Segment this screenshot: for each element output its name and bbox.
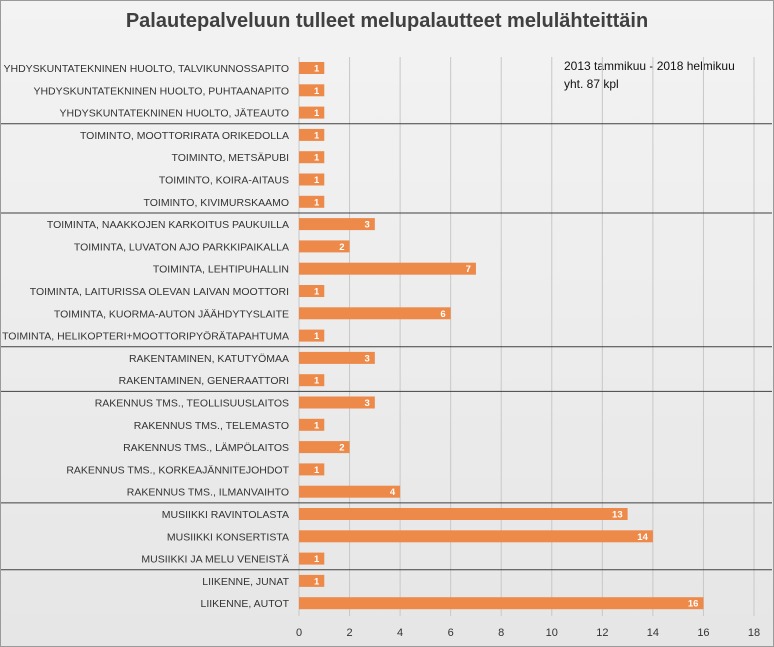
x-tick-label: 4 <box>397 627 403 639</box>
value-label: 1 <box>314 64 320 75</box>
category-label: RAKENTAMINEN, GENERAATTORI <box>119 375 289 387</box>
bar <box>299 218 375 231</box>
bar <box>299 552 325 565</box>
value-label: 1 <box>314 130 320 141</box>
bar <box>299 441 350 454</box>
category-label: TOIMINTA, LEHTIPUHALLIN <box>153 264 289 276</box>
category-label: RAKENNUS TMS., ILMANVAIHTO <box>127 487 289 499</box>
category-label: YHDYSKUNTATEKNINEN HUOLTO, TALVIKUNNOSSA… <box>4 63 290 75</box>
bar <box>299 84 325 97</box>
value-label: 16 <box>688 599 699 610</box>
value-label: 1 <box>314 376 320 387</box>
bar <box>299 329 325 342</box>
x-tick-label: 2 <box>346 627 352 639</box>
value-label: 7 <box>466 264 471 275</box>
chart-title: Palautepalveluun tulleet melupalautteet … <box>125 10 649 32</box>
category-label: TOIMINTA, NAAKKOJEN KARKOITUS PAUKUILLA <box>47 219 289 231</box>
x-tick-label: 0 <box>296 627 302 639</box>
category-label: TOIMINTO, KIVIMURSKAAMO <box>144 197 289 209</box>
value-label: 1 <box>314 197 320 208</box>
value-label: 6 <box>440 309 445 320</box>
value-label: 2 <box>339 443 344 454</box>
bar <box>299 195 325 208</box>
x-tick-label: 18 <box>748 627 760 639</box>
x-tick-label: 16 <box>697 627 709 639</box>
bar <box>299 530 653 543</box>
annotation-total: yht. 87 kpl <box>564 77 619 91</box>
value-label: 1 <box>314 108 320 119</box>
value-label: 1 <box>314 576 320 587</box>
chart-annotation: 2013 tammikuu - 2018 helmikuu yht. 87 kp… <box>564 57 735 93</box>
x-tick-label: 6 <box>448 627 454 639</box>
category-label: RAKENTAMINEN, KATUTYÖMAA <box>129 353 289 365</box>
category-label: LIIKENNE, JUNAT <box>202 576 289 588</box>
bar <box>299 106 325 119</box>
bar <box>299 240 350 253</box>
bar <box>299 307 451 320</box>
bar <box>299 418 325 431</box>
value-label: 1 <box>314 287 320 298</box>
category-label: TOIMINTO, MOOTTORIRATA ORIKEDOLLA <box>80 130 289 142</box>
bar <box>299 262 476 275</box>
category-label: YHDYSKUNTATEKNINEN HUOLTO, JÄTEAUTO <box>60 108 289 120</box>
value-label: 14 <box>637 532 648 543</box>
x-tick-label: 10 <box>546 627 558 639</box>
x-tick-label: 8 <box>498 627 504 639</box>
value-label: 1 <box>314 175 320 186</box>
bar <box>299 508 628 520</box>
value-label: 4 <box>390 487 396 498</box>
category-label: LIIKENNE, AUTOT <box>201 598 290 610</box>
bar <box>299 351 375 364</box>
bar <box>299 463 325 476</box>
value-label: 3 <box>365 220 370 231</box>
value-label: 1 <box>314 465 320 476</box>
value-label: 2 <box>339 242 344 253</box>
category-label: TOIMINTA, KUORMA-AUTON JÄÄHDYTYSLAITE <box>54 308 289 320</box>
category-label: RAKENNUS TMS., LÄMPÖLAITOS <box>123 442 289 454</box>
bar <box>299 285 325 297</box>
category-label: TOIMINTO, KOIRA-AITAUS <box>159 175 289 187</box>
category-label: RAKENNUS TMS., TELEMASTO <box>134 420 289 432</box>
category-label: RAKENNUS TMS., TEOLLISUUSLAITOS <box>95 398 289 410</box>
value-label: 13 <box>612 510 623 521</box>
value-label: 1 <box>314 331 320 342</box>
bar <box>299 574 325 587</box>
category-label: MUSIIKKI RAVINTOLASTA <box>162 509 289 521</box>
value-label: 1 <box>314 420 320 431</box>
bar <box>299 128 325 141</box>
bar <box>299 151 325 164</box>
value-label: 3 <box>365 398 370 409</box>
bar <box>299 597 704 610</box>
bar <box>299 485 401 498</box>
category-label: TOIMINTO, METSÄPUBI <box>172 152 289 164</box>
category-label: MUSIIKKI KONSERTISTA <box>167 531 289 543</box>
value-label: 3 <box>365 353 370 364</box>
annotation-period: 2013 tammikuu - 2018 helmikuu <box>564 59 735 73</box>
category-label: MUSIIKKI JA MELU VENEISTÄ <box>141 554 289 566</box>
value-label: 1 <box>314 554 320 565</box>
bar <box>299 62 325 74</box>
value-label: 1 <box>314 86 320 97</box>
category-label: TOIMINTA, LUVATON AJO PARKKIPAIKALLA <box>74 241 289 253</box>
bar <box>299 173 325 186</box>
x-tick-label: 12 <box>596 627 608 639</box>
category-label: RAKENNUS TMS., KORKEAJÄNNITEJOHDOT <box>66 464 289 476</box>
category-label: TOIMINTA, HELIKOPTERI+MOOTTORIPYÖRÄTAPAH… <box>2 331 289 343</box>
x-tick-label: 14 <box>647 627 659 639</box>
category-label: YHDYSKUNTATEKNINEN HUOLTO, PUHTAANAPITO <box>33 85 289 97</box>
value-label: 1 <box>314 153 320 164</box>
category-label: TOIMINTA, LAITURISSA OLEVAN LAIVAN MOOTT… <box>30 286 289 298</box>
bar <box>299 396 375 409</box>
bar <box>299 374 325 387</box>
